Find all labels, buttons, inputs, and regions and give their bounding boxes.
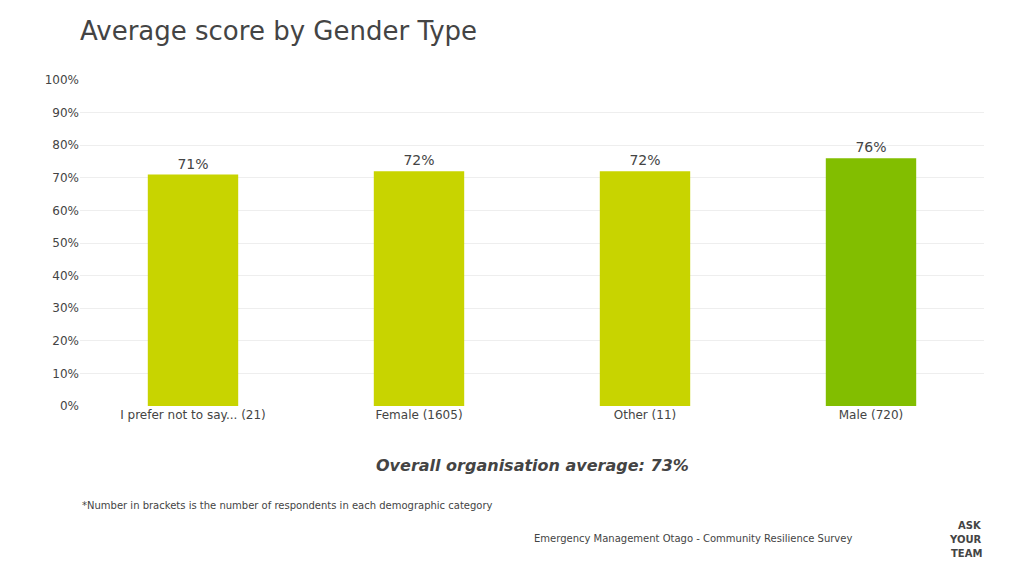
svg-text:Overall organisation average:: Overall organisation average: 73% <box>376 456 689 475</box>
svg-text:I prefer not to say... (21): I prefer not to say... (21) <box>120 408 266 422</box>
svg-text:90%: 90% <box>52 106 79 120</box>
svg-text:72%: 72% <box>403 152 434 168</box>
svg-text:YOUR: YOUR <box>949 534 982 545</box>
svg-text:TEAM: TEAM <box>951 548 982 559</box>
svg-text:Other (11): Other (11) <box>614 408 677 422</box>
svg-text:Emergency Management Otago - C: Emergency Management Otago - Community R… <box>534 533 852 544</box>
svg-text:Average score by Gender Type: Average score by Gender Type <box>80 16 477 46</box>
svg-text:20%: 20% <box>52 334 79 348</box>
svg-text:30%: 30% <box>52 301 79 315</box>
svg-text:40%: 40% <box>52 269 79 283</box>
svg-text:76%: 76% <box>855 139 886 155</box>
svg-text:Male (720): Male (720) <box>839 408 904 422</box>
svg-text:71%: 71% <box>177 156 208 172</box>
svg-text:72%: 72% <box>629 152 660 168</box>
svg-text:*Number in brackets is the num: *Number in brackets is the number of res… <box>82 500 493 511</box>
svg-text:0%: 0% <box>60 399 79 413</box>
svg-text:80%: 80% <box>52 138 79 152</box>
svg-text:10%: 10% <box>52 367 79 381</box>
svg-text:Female (1605): Female (1605) <box>375 408 462 422</box>
svg-text:70%: 70% <box>52 171 79 185</box>
svg-text:60%: 60% <box>52 204 79 218</box>
svg-text:50%: 50% <box>52 236 79 250</box>
svg-text:100%: 100% <box>45 73 79 87</box>
svg-text:ASK: ASK <box>958 520 982 531</box>
